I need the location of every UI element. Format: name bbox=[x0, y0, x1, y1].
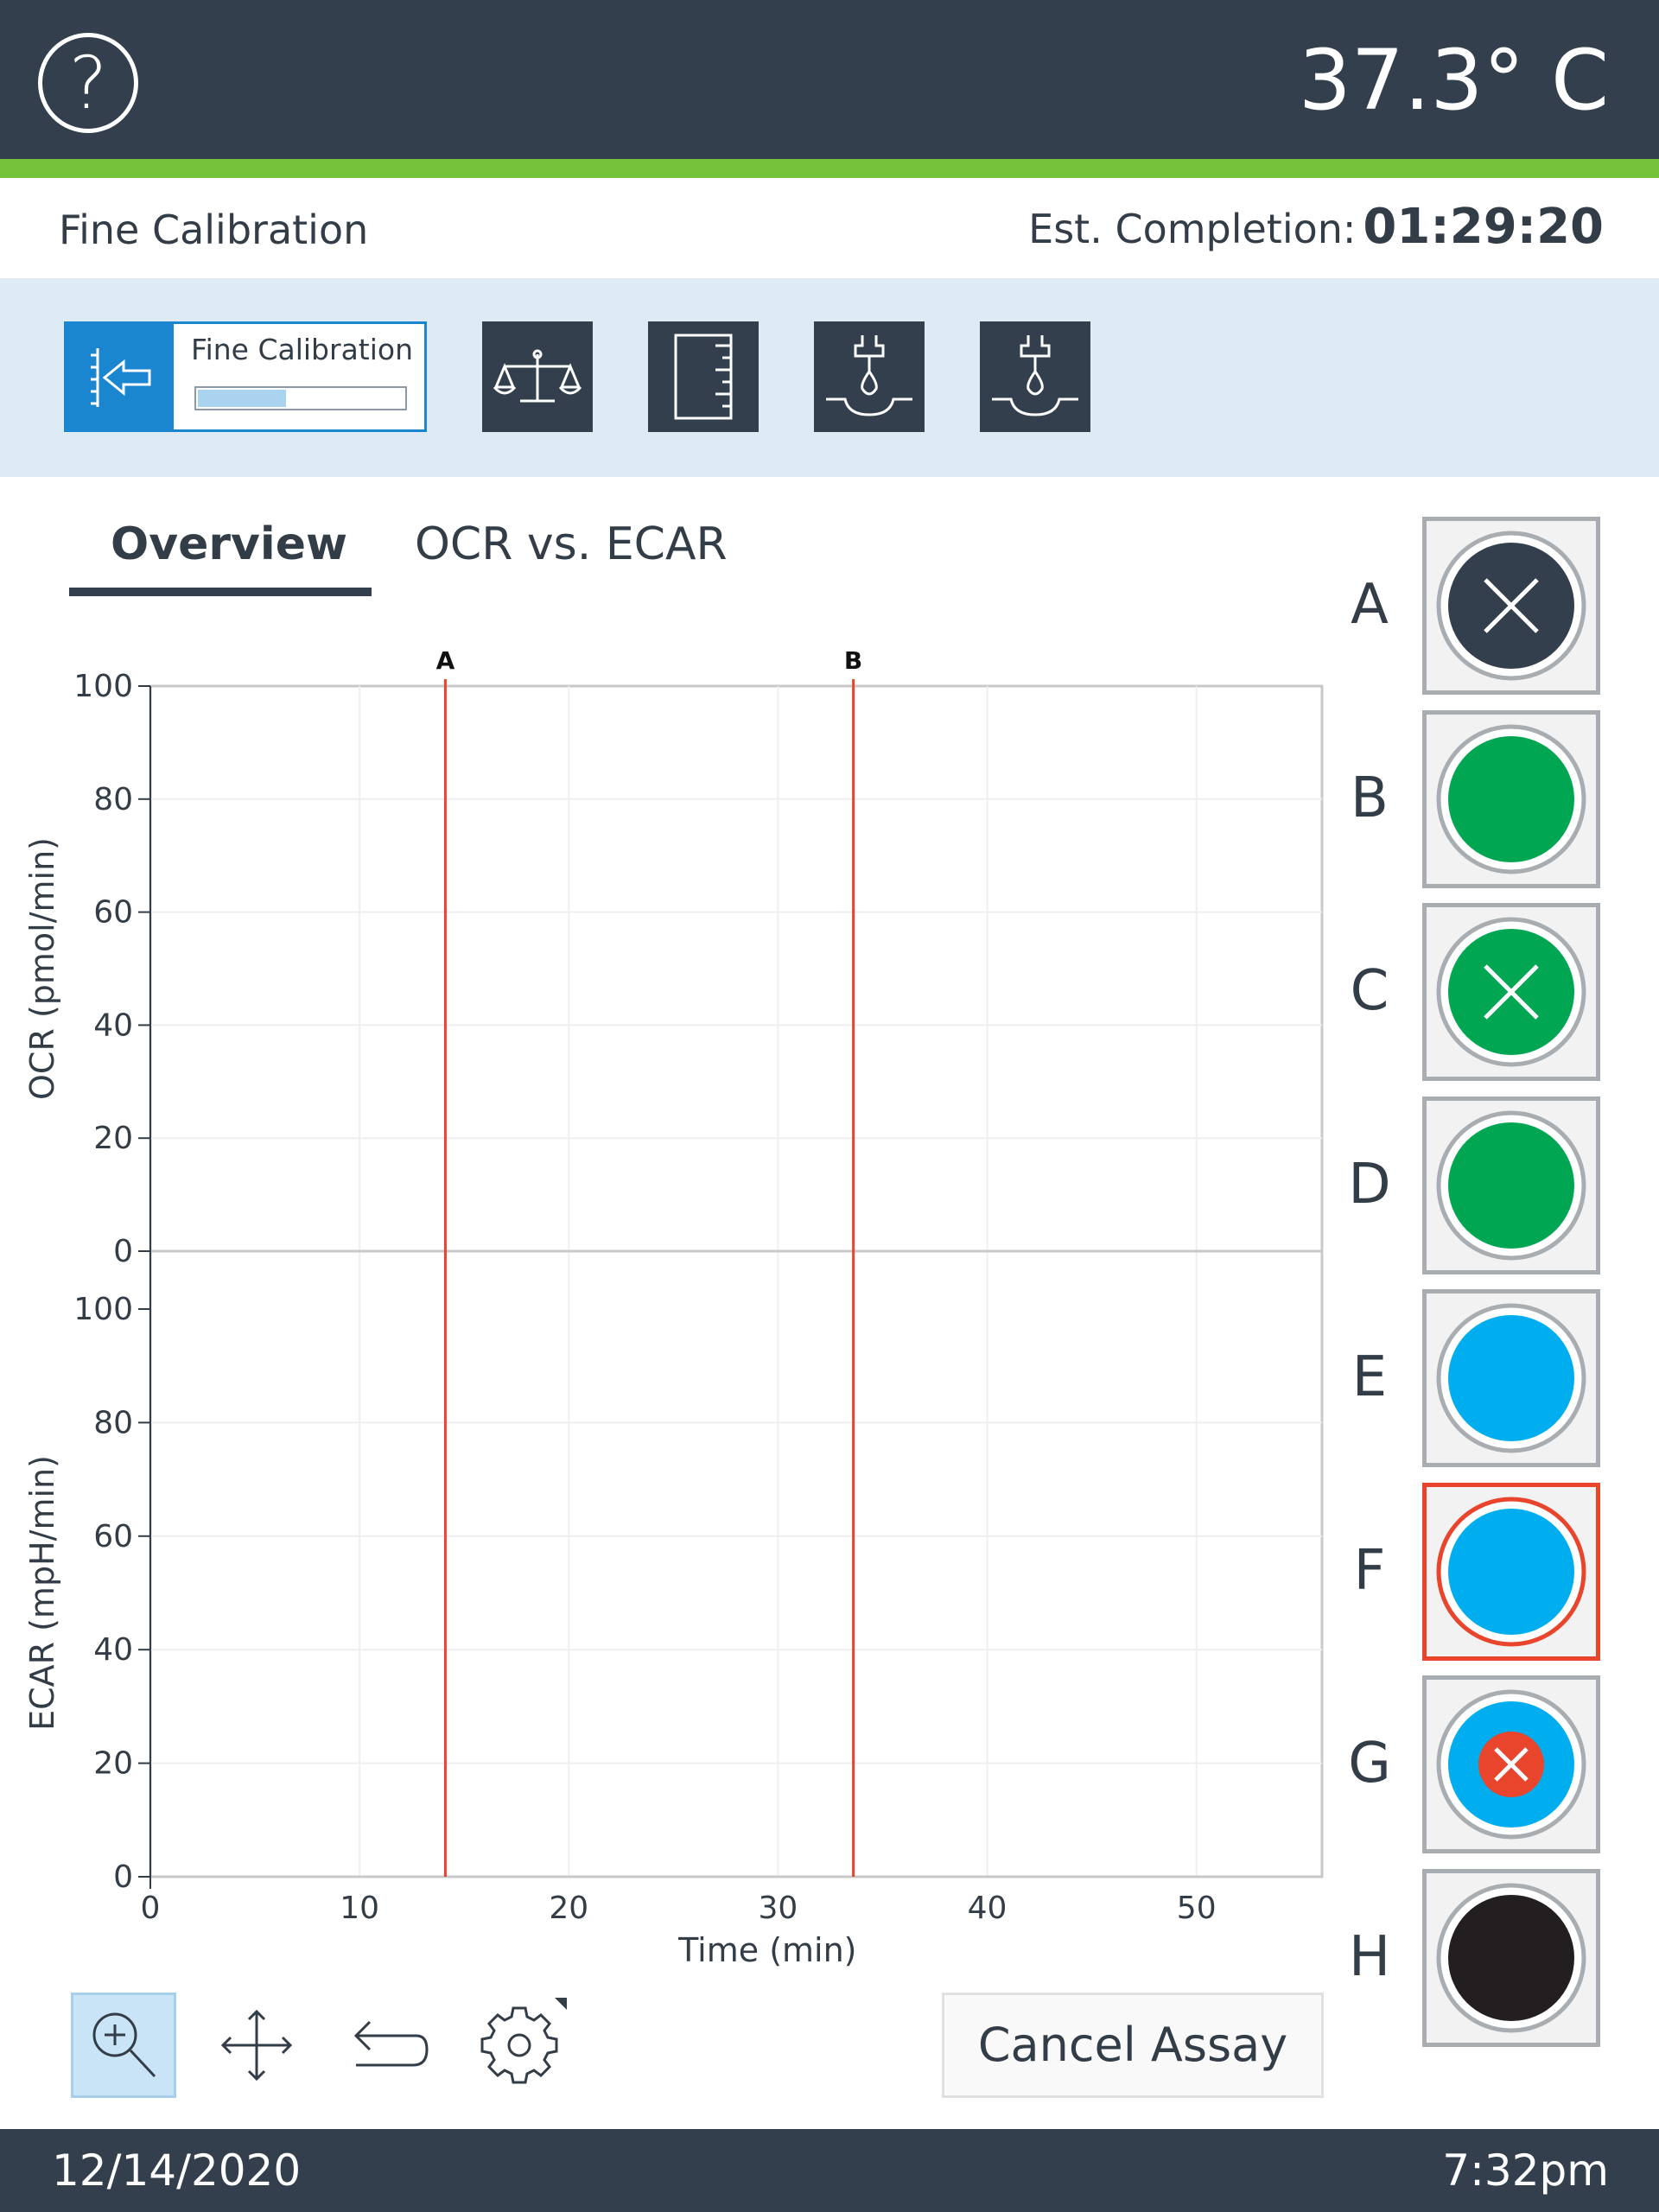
x-tick-label: 50 bbox=[1177, 1891, 1217, 1926]
y-tick-label: 80 bbox=[93, 782, 133, 817]
help-icon[interactable]: ? bbox=[38, 33, 138, 133]
well-button-e[interactable] bbox=[1422, 1289, 1600, 1467]
y-tick-label: 0 bbox=[113, 1859, 133, 1895]
well-button-h[interactable] bbox=[1422, 1868, 1600, 2047]
well-button-a[interactable] bbox=[1422, 517, 1600, 695]
y-tick-label: 40 bbox=[93, 1632, 133, 1668]
estimated-completion: Est. Completion: 01:29:20 bbox=[1028, 195, 1604, 261]
well-status-icon bbox=[1436, 917, 1586, 1067]
well-label: D bbox=[1348, 1152, 1391, 1217]
settings-tool[interactable] bbox=[467, 1993, 572, 2098]
well-label: F bbox=[1353, 1538, 1386, 1603]
undo-tool[interactable] bbox=[337, 1993, 442, 2098]
step-label: Fine Calibration bbox=[191, 333, 414, 366]
temperature-readout: 37.3° C bbox=[1298, 32, 1609, 129]
undo-icon bbox=[353, 2020, 429, 2067]
x-axis-label: Time (min) bbox=[677, 1931, 856, 1969]
well-button-d[interactable] bbox=[1422, 1096, 1600, 1274]
y-tick-label: 100 bbox=[73, 669, 133, 704]
well-button-c[interactable] bbox=[1422, 903, 1600, 1081]
x-tick-label: 0 bbox=[141, 1891, 161, 1926]
well-label: C bbox=[1350, 959, 1389, 1023]
well-button-f[interactable] bbox=[1422, 1482, 1600, 1661]
y-tick-label: 0 bbox=[113, 1234, 133, 1269]
current-stage-title: Fine Calibration bbox=[59, 207, 369, 253]
well-label: G bbox=[1348, 1732, 1391, 1796]
zoom-tool[interactable] bbox=[71, 1993, 176, 2098]
x-tick-label: 10 bbox=[340, 1891, 379, 1926]
y-tick-label: 100 bbox=[73, 1292, 133, 1327]
est-completion-label: Est. Completion: bbox=[1028, 206, 1357, 252]
y-tick-label: 60 bbox=[93, 1519, 133, 1554]
well-label: H bbox=[1348, 1924, 1391, 1989]
well-status-icon bbox=[1436, 1303, 1586, 1453]
cancel-assay-button[interactable]: Cancel Assay bbox=[942, 1993, 1324, 2098]
injection-marker-label: A bbox=[436, 646, 455, 675]
well-status-icon bbox=[1436, 724, 1586, 874]
y-tick-label: 60 bbox=[93, 895, 133, 931]
well-button-g[interactable] bbox=[1422, 1675, 1600, 1853]
tab-overview[interactable]: Overview bbox=[111, 518, 348, 570]
x-tick-label: 30 bbox=[759, 1891, 798, 1926]
well-status-icon bbox=[1436, 531, 1586, 681]
injection-icon bbox=[992, 335, 1078, 416]
top-bar bbox=[0, 0, 1659, 159]
well-label: B bbox=[1351, 766, 1389, 830]
well-button-b[interactable] bbox=[1422, 709, 1600, 888]
step-balance[interactable] bbox=[482, 321, 593, 432]
y-axis-label: ECAR (mpH/min) bbox=[23, 1455, 61, 1731]
footer-time: 7:32pm bbox=[1442, 2145, 1609, 2196]
tab-ocr-vs-ecar[interactable]: OCR vs. ECAR bbox=[415, 518, 728, 570]
y-tick-label: 80 bbox=[93, 1405, 133, 1440]
well-status-icon bbox=[1436, 1883, 1586, 2032]
y-tick-label: 40 bbox=[93, 1007, 133, 1043]
x-tick-label: 40 bbox=[968, 1891, 1007, 1926]
injection-icon bbox=[826, 335, 912, 416]
pan-icon bbox=[220, 2009, 293, 2082]
injection-marker-label: B bbox=[844, 646, 862, 675]
status-accent-line bbox=[0, 159, 1659, 178]
step-fine-calibration[interactable]: Fine Calibration bbox=[64, 321, 427, 432]
y-axis-label: OCR (pmol/min) bbox=[23, 837, 61, 1100]
well-label: E bbox=[1351, 1345, 1388, 1409]
step-injection-2[interactable] bbox=[980, 321, 1090, 432]
zoom-in-icon bbox=[92, 2012, 156, 2078]
footer-date: 12/14/2020 bbox=[52, 2145, 302, 2196]
settings-icon bbox=[480, 1998, 567, 2084]
y-tick-label: 20 bbox=[93, 1121, 133, 1156]
well-label: A bbox=[1351, 573, 1389, 637]
tab-selected-underline bbox=[69, 588, 372, 596]
well-status-icon bbox=[1436, 1497, 1586, 1646]
step-progress-bar bbox=[194, 386, 407, 410]
x-tick-label: 20 bbox=[549, 1891, 588, 1926]
footer-bar bbox=[0, 2129, 1659, 2212]
ocr-ecar-chart[interactable]: 0 10 20 30 40 50 Time (min) 0 20 40 60 80 100 OCR (pm… bbox=[0, 622, 1348, 1970]
plot-frame bbox=[149, 684, 1324, 1878]
step-injection-1[interactable] bbox=[814, 321, 925, 432]
well-status-icon bbox=[1436, 1689, 1586, 1840]
well-status-icon bbox=[1436, 1110, 1586, 1260]
step-measure[interactable] bbox=[648, 321, 759, 432]
pan-tool[interactable] bbox=[204, 1993, 309, 2098]
est-completion-value: 01:29:20 bbox=[1363, 199, 1604, 255]
y-tick-label: 20 bbox=[93, 1746, 133, 1782]
ruler-icon bbox=[674, 334, 733, 420]
balance-icon bbox=[493, 349, 582, 403]
calibration-icon bbox=[67, 324, 174, 429]
step-progress-fill bbox=[198, 390, 286, 407]
